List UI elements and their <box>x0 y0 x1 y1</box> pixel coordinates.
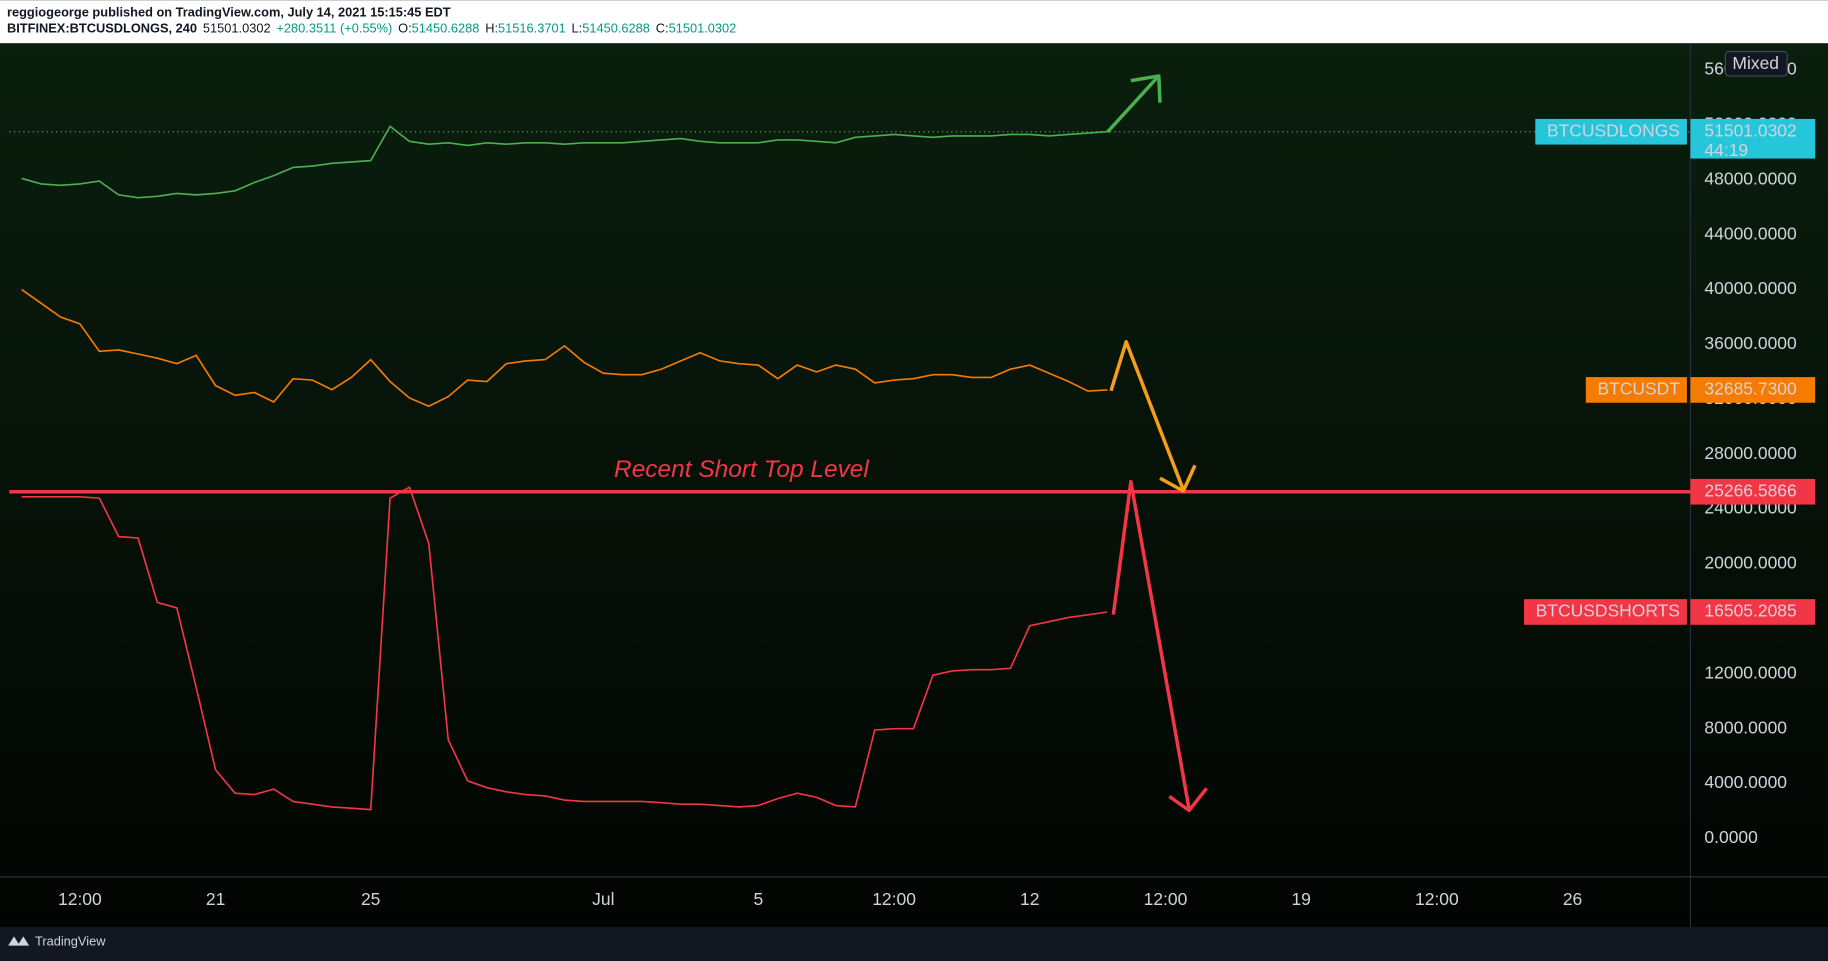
chart-background <box>0 43 1828 928</box>
ohlc-value: 51450.6288 <box>412 21 480 36</box>
brand: TradingView <box>8 934 106 949</box>
y-tick-label: 40000.0000 <box>1704 278 1797 298</box>
y-tick-label: 48000.0000 <box>1704 168 1797 188</box>
level-label: 25266.5866 <box>1690 478 1816 505</box>
x-tick-label: 12:00 <box>1415 889 1459 909</box>
series-line <box>21 288 1108 408</box>
price-label-value: 16505.2085 <box>1704 601 1796 621</box>
ohlc-value: 51501.0302 <box>669 21 737 36</box>
ohlc: O:51450.6288 H:51516.3701 L:51450.6288 C:51… <box>398 21 736 36</box>
legend-entry: BTCUSDSHORTS <box>1536 601 1680 621</box>
y-tick-label: 36000.0000 <box>1704 333 1797 353</box>
price-label: 16505.2085 BTCUSDSHORTS <box>1523 599 1816 625</box>
ohlc-key: O: <box>398 21 412 36</box>
x-tick-label: Jul <box>592 889 614 909</box>
byline: reggiogeorge published on TradingView.co… <box>7 4 451 19</box>
axes: 0.00004000.00008000.000012000.000016000.… <box>58 59 1816 909</box>
series-line <box>21 485 1108 811</box>
x-tick-label: 12:00 <box>58 889 102 909</box>
y-tick-label: 8000.0000 <box>1704 717 1787 737</box>
series-name-box <box>1535 118 1687 145</box>
ohlc-key: H: <box>485 21 498 36</box>
level-text: Recent Short Top Level <box>614 456 869 483</box>
price-label-box <box>1690 599 1816 625</box>
annotation-arrows <box>1106 74 1208 813</box>
plot: Recent Short Top Level <box>9 125 1691 811</box>
x-tick-label: 12:00 <box>1144 889 1188 909</box>
y-tick-label: 0.0000 <box>1704 827 1758 847</box>
arrow-head <box>1159 464 1197 493</box>
brand-logo <box>8 936 30 946</box>
series-line <box>21 125 1108 199</box>
x-tick-label: 21 <box>206 889 225 909</box>
legend-entry: BTCUSDLONGS <box>1547 120 1680 140</box>
ohlc-value: 51516.3701 <box>498 21 566 36</box>
price-label-value: 32685.7300 <box>1704 379 1797 399</box>
arrow-head <box>1130 74 1162 103</box>
countdown: 44:19 <box>1704 140 1748 160</box>
y-tick-label: 28000.0000 <box>1704 443 1797 463</box>
x-tick-label: 25 <box>361 889 380 909</box>
arrow-up <box>1106 75 1159 134</box>
y-tick-label: 12000.0000 <box>1704 662 1797 682</box>
arrow-down <box>1111 479 1191 810</box>
ohlc-value: 51450.6288 <box>582 21 650 36</box>
series-name-box <box>1523 599 1687 625</box>
price-label-box <box>1690 377 1816 403</box>
ohlc-key: C: <box>656 21 669 36</box>
ohlc-key: L: <box>572 21 583 36</box>
price-label: 32685.7300 BTCUSDT <box>1585 377 1816 403</box>
footer-bar <box>0 927 1828 961</box>
y-tick-label: 20000.0000 <box>1704 553 1797 573</box>
level-label-value: 25266.5866 <box>1704 480 1796 500</box>
x-tick-label: 26 <box>1563 889 1582 909</box>
symbol: BITFINEX:BTCUSDLONGS, 240 <box>7 21 197 36</box>
arrow-down <box>1109 340 1185 491</box>
y-tick-label: 44000.0000 <box>1704 223 1797 243</box>
y-tick-label: 4000.0000 <box>1704 772 1787 792</box>
x-tick-label: 19 <box>1291 889 1310 909</box>
scale-mode[interactable]: Mixed <box>1732 53 1779 73</box>
series-name-box <box>1585 377 1687 403</box>
x-tick-label: 5 <box>754 889 764 909</box>
arrow-head <box>1168 787 1208 813</box>
x-tick-label: 12:00 <box>872 889 916 909</box>
last: 51501.0302 <box>203 21 271 36</box>
symbol-line: BITFINEX:BTCUSDLONGS, 240 51501.0302 +280.… <box>7 21 736 36</box>
x-tick-label: 12 <box>1020 889 1039 909</box>
change: +280.3511 (+0.55%) <box>276 21 392 36</box>
price-label-box <box>1690 118 1816 159</box>
price-label-value: 51501.0302 <box>1704 120 1796 140</box>
brand-name: TradingView <box>35 934 106 949</box>
level-label-box <box>1690 478 1816 505</box>
header-bar <box>0 0 1828 44</box>
scale-mode-button[interactable] <box>1724 50 1788 77</box>
legend-entry: BTCUSDT <box>1597 379 1680 399</box>
